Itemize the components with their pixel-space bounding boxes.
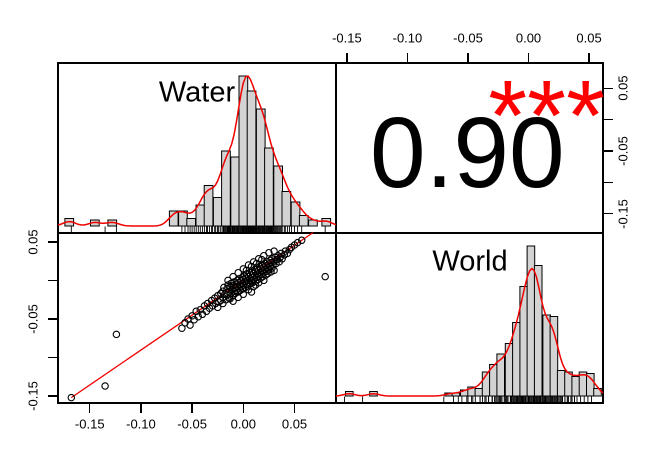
axis-tick bbox=[242, 403, 245, 413]
scatter-point bbox=[278, 255, 286, 263]
scatter-point bbox=[242, 266, 251, 275]
hist-bar bbox=[474, 388, 484, 397]
scatter-point bbox=[229, 272, 237, 281]
hist-bar bbox=[246, 90, 257, 227]
water-histogram-panel bbox=[57, 75, 337, 233]
density-curve bbox=[57, 75, 337, 227]
axis-tick bbox=[191, 403, 193, 413]
world-histogram-panel bbox=[335, 245, 604, 403]
hist-bar bbox=[230, 156, 241, 227]
axis-tick-label: 0.05 bbox=[615, 75, 631, 101]
axis-tick-label: 0.05 bbox=[25, 229, 41, 255]
hist-bar bbox=[586, 373, 595, 397]
scatter-point bbox=[270, 266, 278, 275]
scatter-point bbox=[321, 272, 329, 281]
scatter-point bbox=[297, 236, 306, 245]
scatter-point bbox=[293, 238, 302, 247]
hist-bar bbox=[212, 197, 223, 227]
axis-tick-label: -0.05 bbox=[615, 136, 631, 166]
axis-tick bbox=[88, 403, 91, 413]
scatter-point bbox=[219, 299, 227, 308]
scatter-point bbox=[270, 247, 278, 255]
hist-bar bbox=[221, 150, 231, 227]
axis-tick bbox=[603, 212, 613, 215]
axis-tick-label: 0.00 bbox=[515, 30, 542, 46]
scatter-point bbox=[252, 259, 261, 268]
scatter-point bbox=[112, 330, 121, 339]
axis-tick-label: -0.15 bbox=[332, 30, 362, 46]
scatter-point bbox=[251, 281, 260, 289]
hist-bar bbox=[542, 314, 551, 397]
hist-bar bbox=[564, 371, 573, 397]
hist-bar bbox=[533, 265, 543, 397]
axis-tick-label: 0.05 bbox=[281, 416, 308, 432]
scatter-point bbox=[285, 245, 294, 254]
scatter-point bbox=[101, 382, 109, 390]
axis-tick bbox=[603, 181, 613, 184]
axis-tick-label: -0.15 bbox=[74, 416, 105, 432]
scatter-point bbox=[265, 248, 273, 257]
hist-bar bbox=[496, 353, 505, 397]
hist-bar bbox=[273, 165, 284, 227]
scatter-point bbox=[281, 247, 290, 255]
scatter-point bbox=[276, 253, 284, 262]
correlation-panel: 0.90 *** bbox=[336, 60, 605, 233]
scatter-point bbox=[268, 264, 276, 272]
hist-bar bbox=[186, 218, 197, 227]
axis-tick-label: 0.00 bbox=[230, 416, 256, 432]
hist-bar bbox=[255, 108, 266, 227]
axis-tick-label: -0.10 bbox=[392, 30, 423, 46]
axis-tick-label: -0.05 bbox=[453, 30, 483, 46]
hist-bar bbox=[281, 191, 292, 227]
scatter-point bbox=[260, 276, 268, 285]
hist-bar bbox=[195, 204, 206, 227]
scatter-point bbox=[224, 276, 232, 285]
axis-tick-label: -0.05 bbox=[177, 416, 207, 432]
world-variable-label: World bbox=[432, 245, 508, 278]
hist-bar bbox=[556, 370, 566, 397]
scatter-point bbox=[234, 293, 242, 302]
axis-tick-label: -0.15 bbox=[615, 198, 631, 229]
hist-bar bbox=[264, 147, 274, 227]
scatter-point bbox=[215, 298, 223, 306]
scatter-panel bbox=[67, 232, 329, 402]
scatter-point bbox=[186, 321, 194, 329]
axis-tick-label: 0.05 bbox=[576, 30, 602, 46]
axis-tick-label: -0.15 bbox=[25, 381, 41, 411]
scatter-point bbox=[226, 295, 234, 303]
scatter-point bbox=[247, 288, 256, 296]
hist-bar bbox=[571, 376, 580, 397]
hist-bar bbox=[549, 316, 559, 397]
axis-tick bbox=[140, 403, 142, 413]
correlation-significance-stars: *** bbox=[488, 60, 605, 172]
density-curve bbox=[335, 267, 604, 397]
axis-tick-label: -0.05 bbox=[25, 304, 41, 334]
axis-tick-label: -0.10 bbox=[126, 416, 156, 432]
panel-divider-horizontal bbox=[57, 232, 604, 234]
hist-bar bbox=[203, 185, 214, 227]
scatter-point bbox=[67, 393, 76, 402]
hist-bar bbox=[298, 215, 309, 227]
scatter-point bbox=[283, 249, 292, 258]
scatter-point bbox=[213, 303, 222, 312]
scatter-point bbox=[178, 324, 186, 332]
axis-tick bbox=[293, 403, 296, 413]
scatter-point bbox=[194, 312, 203, 321]
scatter-point bbox=[258, 255, 266, 264]
scatter-point bbox=[234, 268, 242, 277]
water-variable-label: Water bbox=[158, 76, 236, 109]
correlation-value: 0.90 bbox=[370, 97, 565, 209]
